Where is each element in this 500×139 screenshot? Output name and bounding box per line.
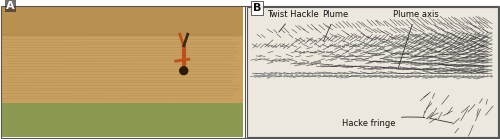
Bar: [247, 7, 498, 137]
Text: Hacke fringe: Hacke fringe: [342, 117, 425, 128]
Text: A: A: [6, 1, 14, 11]
Bar: [2, 34, 243, 103]
Text: Plume: Plume: [322, 10, 348, 41]
Text: B: B: [253, 3, 262, 13]
Bar: [2, 7, 243, 36]
Text: Twist Hackle: Twist Hackle: [267, 10, 319, 32]
Circle shape: [180, 67, 188, 75]
Text: Plume axis: Plume axis: [392, 10, 438, 67]
Bar: [2, 101, 243, 137]
Bar: [2, 7, 243, 137]
Bar: [247, 7, 498, 137]
